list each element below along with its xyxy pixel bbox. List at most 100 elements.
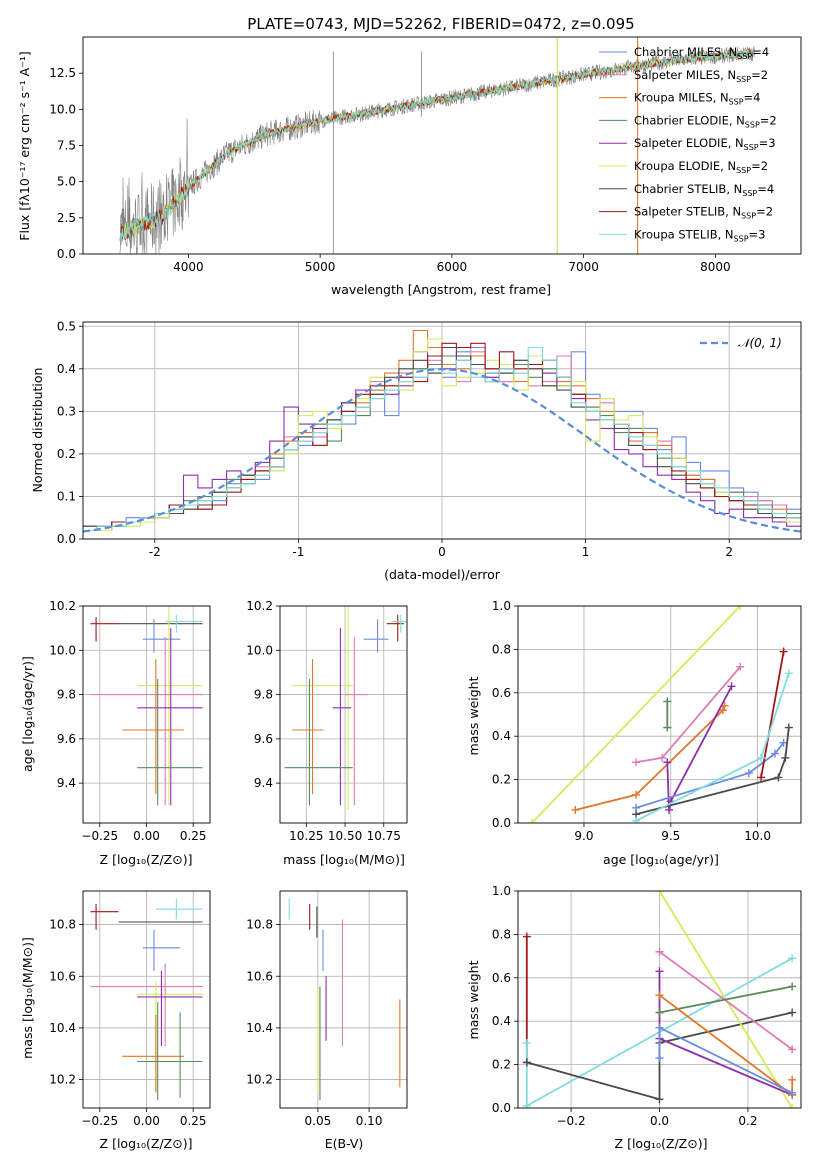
weight-marker [736,606,745,610]
legend-equals: = [760,113,770,127]
legend-entry: Chabrier STELIB, NSSP=4 [634,182,774,198]
panel-z-weight-xlabel: Z [log₁₀(Z/Z⊙)] [615,1136,708,1151]
histogram-series [83,346,801,532]
errorbar-point [142,929,181,972]
axes-5: −0.25 0.00 0.25 10.2 10.4 10.6 10.8 [49,891,210,1128]
weight-marker [788,1075,797,1084]
weight-marker [774,773,783,782]
y-tick-label: 10.2 [49,599,76,613]
y-tick-label: 0.2 [492,773,511,787]
legend-subscript: SSP [737,52,752,61]
legend-subscript: SSP [736,75,751,84]
errorbar-point [122,659,184,795]
axes-4: 9.0 9.5 10.0 0.0 0.2 0.4 0.6 0.8 1.0 [492,599,801,843]
axes-frame [279,890,408,1109]
legend-entry: Salpeter ELODIE, NSSP=3 [634,136,776,152]
errorbars-3 [284,606,407,810]
y-tick-label: 0.8 [492,927,511,941]
errorbar-point [122,1015,184,1093]
legend-subscript: SSP [736,166,751,175]
errorbar-point [155,898,203,920]
errorbar-point [137,628,203,806]
axes-3: 10.25 10.50 10.75 9.4 9.6 9.8 10.0 10.2 [246,599,407,843]
weight-marker [658,753,667,762]
weight-marker [655,947,664,956]
weight-line [659,985,793,1014]
errorbar-point [363,619,389,653]
weight-marker [655,891,664,895]
legend-label: Kroupa ELODIE, N [634,159,736,173]
weight-marker [663,723,672,732]
axes-frame [82,36,802,255]
errorbar-point [90,963,203,1046]
weight-marker [663,697,672,706]
y-tick-label: 10.2 [246,599,273,613]
legend-nssp: 4 [753,91,760,105]
axes-1: -2 -1 0 1 2 0.0 0.1 0.2 0.3 0.4 0.5 [57,319,801,559]
weight-marker [655,1008,664,1017]
x-tick-label: 0.00 [133,1114,160,1128]
weight-marker [788,982,797,991]
errorbar-point [90,637,203,806]
x-tick-label: 10.75 [367,829,401,843]
x-tick-label: 1 [582,545,590,559]
x-tick-label: 2 [725,545,733,559]
errorbar-point [332,628,352,806]
axes-2: −0.25 0.00 0.25 9.4 9.6 9.8 10.0 10.2 [49,599,210,843]
y-tick-label: 1.0 [492,599,511,613]
y-tick-label: 0.0 [57,532,76,546]
weight-marker [522,1038,531,1047]
weight-marker [665,805,674,814]
x-tick-label: 4000 [173,260,204,274]
legend-label: Chabrier STELIB, N [634,182,742,196]
spectrum-title: PLATE=0743, MJD=52262, FIBERID=0472, z=0… [247,15,634,33]
weight-marker [655,967,664,976]
x-tick-label: 5000 [305,260,336,274]
x-tick-label: 0.10 [356,1114,383,1128]
errorbars-6 [288,898,401,1101]
legend-nssp: 2 [766,205,773,219]
weight-marker [663,758,672,767]
weight-marker [655,991,664,1000]
panel-age-weight-ylabel: mass weight [466,676,481,755]
axes-frame [517,890,802,1109]
panel-ebv-mass-xlabel: E(B-V) [325,1136,364,1151]
weight-marker [655,1054,664,1063]
axes-6: 0.05 0.10 10.2 10.4 10.6 10.8 [246,891,407,1128]
x-tick-label: 10.0 [744,829,771,843]
weight-marker [788,1045,797,1054]
y-tick-label: 2.5 [57,211,76,225]
weight-marker [788,1088,797,1097]
x-tick-label: −0.25 [81,1114,118,1128]
x-tick-label: −0.25 [81,829,118,843]
y-tick-label: 5.0 [57,175,76,189]
panel-age-weight-xlabel: age [log₁₀(age/yr)] [603,852,719,867]
y-tick-label: 10.8 [246,918,273,932]
weight-marker [788,1008,797,1017]
errorbar-point [292,659,324,795]
legend-nssp: 3 [758,227,765,241]
weight-marker [788,954,797,963]
y-tick-label: 0.1 [57,489,76,503]
legend-entry: Kroupa MILES, NSSP=4 [634,91,761,107]
legend-subscript: SSP [742,189,757,198]
legend-label: Kroupa MILES, N [634,91,729,105]
errorbar-point [165,614,203,633]
x-tick-label: 0.05 [305,1114,332,1128]
y-tick-label: 0.2 [57,447,76,461]
errorbar-point [137,971,203,1046]
axes-0: 4000 5000 6000 7000 8000 0.0 2.5 5.0 7.5 10.0 12.5 [49,66,730,274]
legend-label: Salpeter STELIB, N [634,205,741,219]
x-tick-label: 0.00 [133,829,160,843]
weight-lines-7 [522,891,797,1108]
errorbar-point [137,606,203,806]
errorbar-point [345,637,369,806]
errorbar-point [137,679,203,806]
weight-marker [788,1104,797,1108]
legend-nssp: 4 [762,45,769,59]
y-tick-label: 10.0 [246,643,273,657]
histogram-series [83,346,801,527]
weight-marker [655,1023,664,1032]
y-tick-label: 10.0 [49,102,76,116]
